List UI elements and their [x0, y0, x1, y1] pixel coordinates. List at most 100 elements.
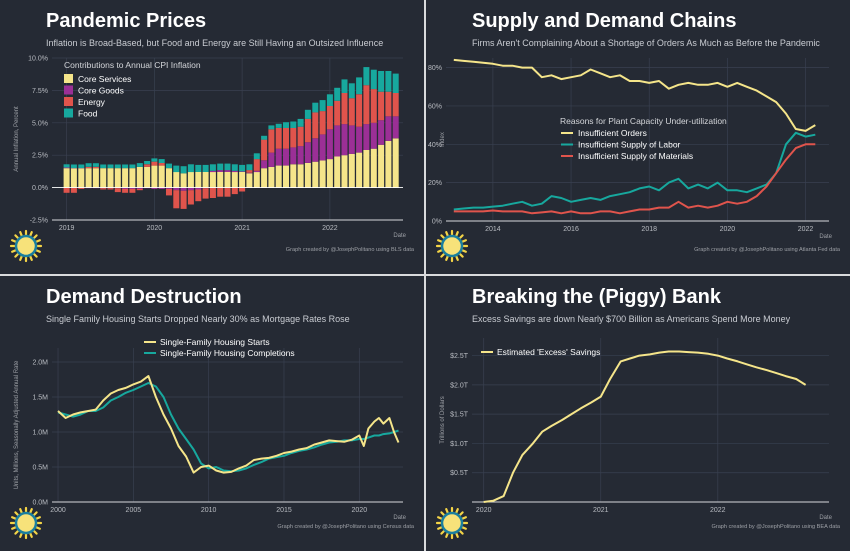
y-tick-label: 5.0% [32, 120, 48, 127]
legend: Single-Family Housing StartsSingle-Famil… [144, 337, 295, 358]
y-tick-label: 60% [428, 103, 442, 110]
chart-subtitle: Single Family Housing Starts Dropped Nea… [46, 314, 350, 324]
legend-label: Estimated 'Excess' Savings [497, 347, 600, 357]
bar-segment [122, 188, 129, 193]
bar-segment [326, 106, 333, 130]
bar-segment [224, 170, 231, 172]
bar-segment [246, 173, 253, 188]
bar-segment [100, 168, 107, 188]
bar-segment [231, 170, 238, 173]
chart-subtitle: Inflation is Broad-Based, but Food and E… [46, 38, 384, 48]
bar-segment [180, 190, 187, 209]
bar-segment [319, 160, 326, 188]
sun-disc [440, 511, 464, 535]
chart-title: Pandemic Prices [46, 10, 207, 32]
bar-segment [202, 172, 209, 188]
legend-label: Insufficient Orders [578, 128, 647, 138]
bar-segment [166, 168, 172, 188]
bar-segment [341, 124, 348, 156]
bar-segment [392, 116, 399, 139]
bar-segment [231, 164, 238, 171]
bar-segment [217, 163, 224, 171]
bar-segment [151, 187, 158, 189]
bar-segment [261, 160, 268, 169]
bar-segment [378, 71, 385, 92]
bar-segment [107, 168, 114, 188]
bar-segment [158, 159, 165, 163]
bar-segment [224, 172, 231, 188]
bar-segment [290, 147, 297, 165]
bar-segment [63, 167, 70, 169]
bar-segment [209, 170, 216, 173]
bar-segment [180, 187, 187, 191]
bar-segment [158, 165, 165, 188]
bar-segment [348, 83, 355, 99]
bar-segment [195, 172, 202, 188]
bar-segment [261, 139, 268, 161]
bar-segment [78, 168, 85, 188]
bar-segment [392, 73, 399, 93]
bar-segment [283, 128, 289, 149]
bar-segment [275, 123, 282, 128]
bar-segment [370, 122, 377, 149]
bar-segment [173, 187, 180, 191]
sun-logo-icon [435, 506, 469, 540]
series-line-single-family-housing-starts [57, 375, 400, 474]
bar-segment [319, 111, 326, 135]
bar-segment [151, 161, 158, 166]
bar-segment [195, 187, 202, 190]
bar-segment [239, 164, 246, 172]
chart-credit: Graph created by @JosephPolitano using A… [694, 247, 841, 253]
series-line-insufficient-orders [453, 58, 816, 132]
x-tick-label: 2014 [485, 226, 501, 233]
chart-panel-demand-destruction: 0.0M 0.5M 1.0M 1.5M 2.0M 2000 2005 2010 2015 2020… [0, 276, 424, 551]
bar-segment [239, 171, 246, 172]
bar-segment [312, 112, 319, 139]
legend: Estimated 'Excess' Savings [481, 347, 600, 357]
bar-segment [85, 168, 92, 188]
legend-swatch [64, 97, 73, 106]
bar-segment [187, 172, 194, 188]
y-tick-label: 2.0M [32, 360, 48, 367]
bar-segment [290, 121, 297, 128]
bar-segment [92, 163, 99, 167]
bar-segment [348, 153, 355, 188]
bar-segment [312, 102, 319, 113]
bar-segment [385, 116, 392, 141]
x-tick-label: 2022 [322, 225, 338, 232]
bar-segment [326, 159, 333, 188]
bar-segment [378, 144, 385, 188]
y-axis-label: Units, Millions, Seasonally Adjusted Ann… [14, 360, 20, 489]
bar-segment [268, 166, 275, 188]
bar-segment [224, 187, 231, 197]
legend-title: Contributions to Annual CPI Inflation [64, 60, 201, 70]
legend-swatch [64, 108, 73, 118]
chart-title: Breaking the (Piggy) Bank [472, 286, 721, 308]
x-tick-label: 2020 [147, 225, 163, 232]
bar-segment [209, 172, 216, 188]
bar-segment [290, 128, 297, 148]
bar-segment [70, 164, 77, 169]
y-tick-label: 7.5% [32, 88, 48, 95]
sun-logo-icon [435, 229, 469, 263]
bar-segment [231, 172, 238, 188]
y-tick-label: $2.0T [450, 382, 469, 389]
series-line-single-family-housing-completions [57, 382, 399, 473]
chart-credit: Graph created by @JosephPolitano using B… [286, 247, 415, 253]
legend-label: Food [78, 109, 98, 119]
bar-segment [392, 93, 399, 117]
x-tick-label: 2022 [798, 226, 814, 233]
bar-segment [363, 85, 370, 125]
bar-segment [173, 165, 180, 173]
bar-segment [246, 170, 253, 173]
bar-segment [378, 120, 385, 145]
x-tick-label: 2019 [59, 225, 75, 232]
y-tick-label: 1.5M [32, 395, 48, 402]
bar-segment [297, 126, 304, 147]
bar-segment [253, 170, 260, 173]
bar-segment [144, 164, 151, 167]
x-tick-label: 2000 [50, 507, 66, 514]
bar-segment [63, 168, 70, 188]
y-tick-label: 10.0% [28, 56, 48, 63]
bar-segment [129, 164, 136, 169]
